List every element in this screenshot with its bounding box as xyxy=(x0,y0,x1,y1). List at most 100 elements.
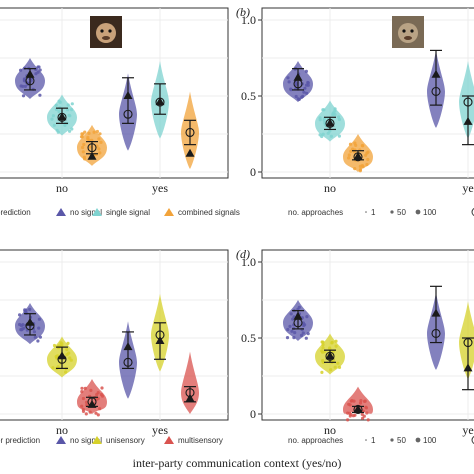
prediction-marker xyxy=(463,363,473,372)
data-point xyxy=(89,388,93,392)
data-point xyxy=(20,327,25,331)
series-unisensory xyxy=(459,301,474,391)
data-point xyxy=(330,340,334,344)
data-point xyxy=(321,359,325,363)
legend-size-key xyxy=(365,439,367,441)
data-point xyxy=(306,83,310,87)
y-tick-label: 0.5 xyxy=(241,89,256,103)
legend-mean-key xyxy=(471,207,474,217)
series-single-signal xyxy=(151,61,169,139)
violin xyxy=(181,351,199,414)
bonobo-photo-icon xyxy=(392,16,424,48)
data-point xyxy=(353,167,357,171)
data-point xyxy=(81,150,85,154)
legend-size-key xyxy=(415,437,421,443)
data-point xyxy=(305,315,309,319)
data-point xyxy=(82,155,86,159)
prediction-marker xyxy=(123,342,133,351)
prediction-marker xyxy=(293,311,303,320)
data-point xyxy=(347,153,351,157)
data-point xyxy=(66,103,70,107)
series-no-signal xyxy=(427,285,445,370)
series-no-signal xyxy=(15,58,45,100)
data-point xyxy=(57,109,61,114)
prediction-marker xyxy=(431,308,441,317)
legend-size-key xyxy=(365,211,367,213)
series-no-signal xyxy=(427,49,445,128)
data-point xyxy=(98,407,102,411)
data-point xyxy=(65,347,69,352)
data-point xyxy=(358,169,362,173)
data-point xyxy=(18,313,22,317)
data-point xyxy=(88,145,92,149)
data-point xyxy=(349,412,353,417)
data-point xyxy=(306,81,310,85)
data-point xyxy=(352,399,356,403)
data-point xyxy=(320,349,324,353)
observed-mean xyxy=(431,328,441,338)
data-point xyxy=(66,108,70,112)
legend-mean-key xyxy=(471,435,474,445)
legend-label: multisensory xyxy=(178,436,223,445)
data-point xyxy=(365,411,369,415)
prediction-marker xyxy=(155,336,165,345)
prediction-marker xyxy=(185,393,195,402)
data-point xyxy=(366,418,370,422)
series-no-signal xyxy=(283,300,313,342)
data-point xyxy=(288,324,292,328)
data-point xyxy=(38,68,42,72)
prediction-marker xyxy=(353,151,363,160)
data-point xyxy=(301,331,305,335)
data-point xyxy=(79,135,84,139)
data-point xyxy=(364,153,368,157)
prediction-marker xyxy=(123,91,133,99)
x-tick-label: no xyxy=(56,181,68,195)
observed-mean xyxy=(123,357,133,367)
legend-label: 1 xyxy=(371,436,376,445)
data-point xyxy=(37,326,41,330)
data-point xyxy=(68,129,72,133)
data-point xyxy=(84,400,89,404)
prediction-marker xyxy=(293,72,303,81)
series-no-signal xyxy=(119,321,137,399)
legend-label: unisensory xyxy=(106,436,145,445)
legend-label: or prediction xyxy=(0,436,40,445)
series-no-signal xyxy=(283,61,313,103)
data-point xyxy=(346,411,350,415)
legend-swatch xyxy=(92,436,102,444)
series-unisensory xyxy=(151,293,169,372)
data-point xyxy=(351,147,355,151)
data-point xyxy=(98,132,102,136)
data-point xyxy=(349,399,353,403)
data-point xyxy=(36,70,40,74)
prediction-marker xyxy=(463,116,473,125)
legend-size-key xyxy=(390,438,394,442)
data-point xyxy=(38,335,43,339)
data-point xyxy=(364,406,368,410)
panel-label: (b) xyxy=(236,5,250,19)
data-point xyxy=(50,117,54,121)
panel-1: 0 0.5 1.0 no ye (b) no. approaches 1 50 100 xyxy=(236,5,474,217)
data-point xyxy=(97,137,101,141)
x-tick-label: yes xyxy=(152,423,168,437)
data-point xyxy=(81,409,86,413)
data-point xyxy=(292,336,296,340)
observed-mean xyxy=(463,338,473,348)
data-point xyxy=(302,90,306,94)
data-point xyxy=(80,390,84,394)
panel-label: (d) xyxy=(236,247,250,261)
legend: no. approaches 1 50 100 xyxy=(288,207,474,217)
data-point xyxy=(70,102,74,106)
legend-label: combined signals xyxy=(178,208,240,217)
data-point xyxy=(286,76,290,80)
data-point xyxy=(66,341,70,345)
y-tick-label: 0 xyxy=(250,165,256,179)
data-point xyxy=(304,69,308,73)
legend-title: no. approaches xyxy=(288,208,343,217)
prediction-marker xyxy=(325,118,335,127)
x-tick-label: no xyxy=(56,423,68,437)
data-point xyxy=(52,343,57,348)
data-point xyxy=(19,68,23,72)
legend: or prediction no signal unisensory multisen… xyxy=(0,436,223,445)
